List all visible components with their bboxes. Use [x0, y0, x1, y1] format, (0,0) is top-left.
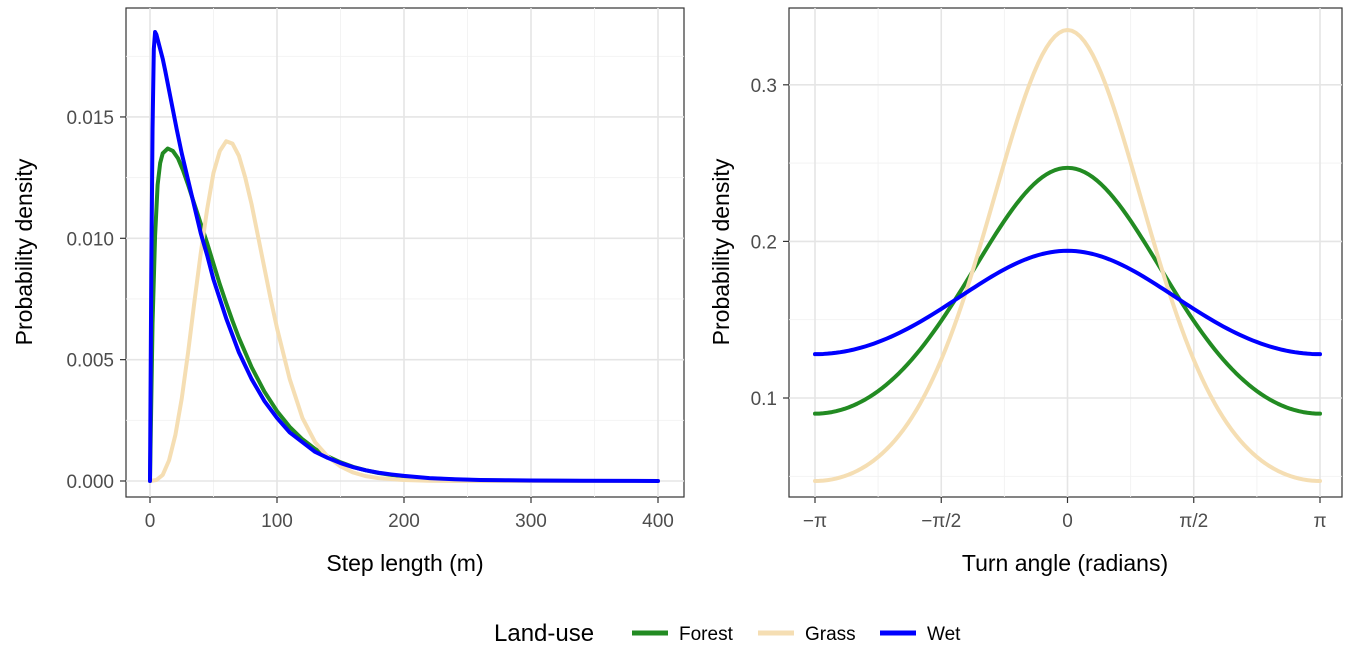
panel-turn-angle: −π −π/2 0 π/2 π 0.1 0.2 0.3 Turn angle (radian… — [708, 7, 1343, 576]
y-tick-label: 0.3 — [751, 76, 777, 97]
x-tick-label: π/2 — [1179, 511, 1208, 532]
series-line-wet — [813, 248, 1322, 357]
x-tick-label: −π — [803, 511, 827, 532]
x-tick-label: 100 — [261, 511, 293, 532]
x-tick-label: π — [1313, 511, 1326, 532]
x-tick-label: 0 — [1062, 511, 1073, 532]
legend-label-grass: Grass — [805, 624, 856, 645]
legend: Land-use Forest Grass Wet — [494, 620, 961, 647]
legend-label-forest: Forest — [679, 624, 734, 645]
panel-border-left — [125, 7, 685, 498]
tick-marks-right — [783, 84, 1321, 503]
y-tick-label: 0.005 — [66, 351, 114, 372]
y-tick-label: 0.010 — [66, 229, 114, 250]
series-line-grass — [148, 139, 660, 483]
x-tick-label: 0 — [145, 511, 156, 532]
y-tick-label: 0.000 — [66, 472, 114, 493]
series-line-grass — [813, 28, 1322, 483]
panel-step-length: 0 100 200 300 400 0.000 0.005 0.010 0.015 Step … — [11, 7, 685, 576]
x-axis-title-right: Turn angle (radians) — [962, 550, 1168, 576]
series-line-wet — [148, 30, 660, 483]
y-tick-label: 0.015 — [66, 108, 114, 129]
series-line-forest — [813, 165, 1322, 416]
y-tick-labels-left: 0.000 0.005 0.010 0.015 — [66, 108, 114, 493]
x-axis-title-left: Step length (m) — [326, 550, 483, 576]
legend-title: Land-use — [494, 620, 594, 647]
x-tick-labels-left: 0 100 200 300 400 — [145, 511, 674, 532]
x-tick-label: 400 — [642, 511, 674, 532]
x-tick-labels-right: −π −π/2 0 π/2 π — [803, 511, 1327, 532]
legend-label-wet: Wet — [927, 624, 961, 645]
y-tick-label: 0.2 — [751, 232, 777, 253]
y-tick-label: 0.1 — [751, 389, 777, 410]
x-tick-label: 300 — [515, 511, 547, 532]
y-axis-title-left: Probability density — [11, 158, 37, 345]
series-lines-left — [148, 30, 660, 483]
x-tick-label: −π/2 — [921, 511, 961, 532]
tick-marks-left — [120, 116, 659, 503]
y-tick-labels-right: 0.1 0.2 0.3 — [751, 76, 777, 410]
series-lines-right — [813, 28, 1322, 483]
x-tick-label: 200 — [388, 511, 420, 532]
y-axis-title-right: Probability density — [708, 158, 734, 345]
